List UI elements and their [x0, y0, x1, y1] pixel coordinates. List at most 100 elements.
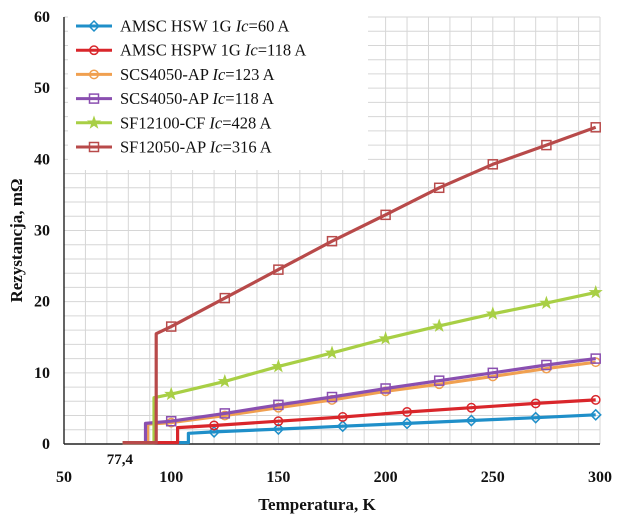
legend-name: AMSC HSPW 1G	[120, 41, 245, 60]
legend-value: =428 A	[222, 113, 271, 132]
legend-label: SCS4050-AP Ic=123 A	[120, 65, 275, 84]
legend-label: AMSC HSW 1G Ic=60 A	[120, 17, 290, 36]
legend-ic: Ic	[209, 138, 223, 157]
star-marker	[86, 115, 102, 129]
square-marker	[590, 353, 601, 364]
square-marker	[541, 359, 552, 371]
series-group	[122, 122, 603, 445]
legend-label: SF12050-AP Ic=316 A	[120, 138, 272, 157]
circle-marker	[590, 394, 601, 405]
star-marker	[588, 284, 603, 299]
series-line	[122, 357, 596, 445]
series-6	[122, 122, 601, 445]
legend-item: AMSC HSPW 1G Ic=118 A	[76, 41, 306, 60]
legend-name: SF12050-AP	[120, 138, 210, 157]
square-marker	[88, 141, 100, 153]
x-tick-label: 200	[374, 469, 398, 486]
y-tick-label: 60	[34, 9, 50, 26]
star-marker	[324, 345, 340, 359]
circle-marker	[273, 416, 284, 427]
square-marker	[541, 139, 552, 151]
legend-ic: Ic	[211, 89, 225, 108]
x-tick-label: 50	[56, 469, 72, 486]
square-marker	[326, 391, 338, 403]
diamond-marker	[400, 417, 414, 430]
square-marker	[380, 209, 391, 221]
y-tick-label: 30	[34, 223, 50, 240]
square-marker	[433, 375, 445, 386]
square-marker	[273, 399, 284, 411]
circle-marker	[337, 412, 348, 422]
star-marker	[271, 359, 286, 373]
star-marker	[485, 306, 500, 320]
star-marker	[432, 318, 447, 332]
diamond-marker	[272, 422, 285, 436]
x-axis-title: Temperatura, K	[258, 495, 376, 514]
square-marker	[219, 292, 231, 304]
series-line	[122, 398, 596, 445]
legend-ic: Ic	[211, 65, 225, 84]
series-2	[122, 394, 601, 445]
x-tick-label: 250	[481, 469, 505, 486]
y-tick-label: 0	[42, 436, 50, 453]
x-tick-label: 300	[588, 469, 612, 486]
legend-label: SF12100-CF Ic=428 A	[120, 113, 272, 132]
legend-value: =118 A	[225, 89, 274, 108]
legend-name: SF12100-CF	[120, 113, 209, 132]
tick-labels: 50 100 150 200 250 300 0 10 20 30 40 50 60	[34, 9, 612, 486]
square-marker	[487, 367, 499, 379]
legend-ic: Ic	[235, 17, 249, 36]
series-line	[122, 125, 597, 445]
legend-name: AMSC HSW 1G	[120, 17, 236, 36]
legend-label: SCS4050-AP Ic=118 A	[120, 89, 274, 108]
legend-item: SF12050-AP Ic=316 A	[76, 138, 272, 157]
diamond-marker	[529, 411, 542, 424]
series-1	[122, 408, 602, 445]
series-5	[122, 284, 603, 445]
y-tick-label: 50	[34, 80, 50, 97]
legend-name: SCS4050-AP	[120, 65, 212, 84]
square-marker	[487, 159, 499, 170]
y-axis-title: Rezystancja, mΩ	[7, 178, 26, 302]
series-line	[122, 413, 596, 445]
series-line	[122, 290, 597, 445]
legend-ic: Ic	[244, 41, 258, 60]
circle-marker	[402, 407, 412, 417]
star-marker	[539, 295, 554, 310]
square-marker	[380, 383, 391, 394]
square-marker	[219, 408, 231, 419]
legend-value: =60 A	[249, 17, 290, 36]
star-marker	[164, 386, 179, 401]
series-4	[122, 353, 601, 445]
legend-box	[68, 12, 368, 170]
legend-item: SF12100-CF Ic=428 A	[76, 113, 272, 132]
legend-value: =316 A	[223, 138, 272, 157]
y-tick-label: 40	[34, 151, 50, 168]
x-tick-label: 100	[159, 469, 183, 486]
diamond-marker	[465, 414, 478, 427]
square-marker	[88, 93, 100, 104]
x-tick-label: 150	[266, 469, 290, 486]
star-marker	[378, 331, 393, 345]
diamond-marker	[208, 425, 221, 438]
circle-marker	[89, 69, 99, 80]
legend-item: SCS4050-AP Ic=123 A	[76, 65, 275, 84]
circle-marker	[466, 402, 477, 413]
square-marker	[165, 415, 177, 427]
square-marker	[165, 321, 177, 332]
legend-label: AMSC HSPW 1G Ic=118 A	[120, 41, 306, 60]
square-marker	[433, 182, 445, 194]
diamond-marker	[87, 19, 101, 33]
legend-value: =118 A	[258, 41, 307, 60]
legend-ic: Ic	[208, 113, 222, 132]
legend-item: AMSC HSW 1G Ic=60 A	[76, 17, 290, 36]
circle-marker	[89, 45, 99, 56]
legend-item: SCS4050-AP Ic=118 A	[76, 89, 274, 108]
start-temperature-annotation: 77,4	[107, 452, 134, 468]
y-tick-label: 20	[34, 294, 50, 311]
square-marker	[326, 235, 338, 247]
square-marker	[590, 122, 601, 133]
series-line	[122, 360, 596, 445]
